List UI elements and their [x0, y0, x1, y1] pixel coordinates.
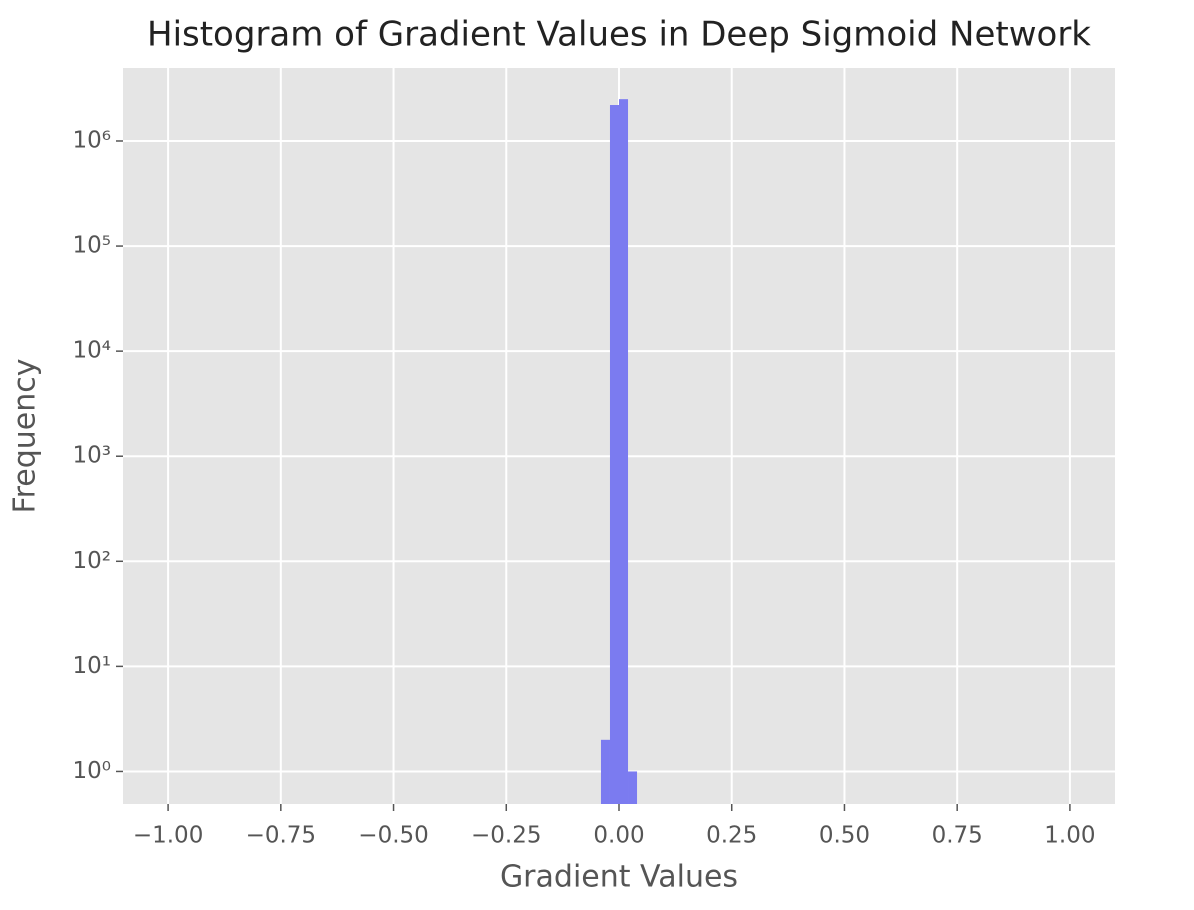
bar [628, 771, 638, 804]
bar [609, 105, 619, 804]
x-tick-label: 0.75 [932, 823, 983, 849]
y-tick-label: 10⁶ [73, 127, 112, 153]
bar [619, 99, 629, 804]
y-tick-label: 10¹ [73, 653, 112, 679]
x-tick-label: 0.50 [819, 823, 870, 849]
x-tick-label: −1.00 [133, 823, 203, 849]
chart-title: Histogram of Gradient Values in Deep Sig… [147, 15, 1091, 55]
y-tick-label: 10⁰ [73, 758, 112, 784]
y-tick-label: 10⁴ [73, 338, 112, 364]
x-tick-label: 0.25 [706, 823, 757, 849]
y-tick-label: 10² [73, 548, 112, 574]
x-tick-label: 1.00 [1044, 823, 1095, 849]
y-tick-label: 10³ [73, 443, 112, 469]
x-axis-label: Gradient Values [500, 860, 738, 895]
x-tick-label: −0.50 [358, 823, 428, 849]
x-tick-label: −0.25 [471, 823, 541, 849]
y-axis-label: Frequency [8, 359, 43, 514]
x-tick-label: 0.00 [593, 823, 644, 849]
x-tick-label: −0.75 [246, 823, 316, 849]
y-tick-label: 10⁵ [73, 233, 112, 259]
bar [600, 739, 610, 804]
